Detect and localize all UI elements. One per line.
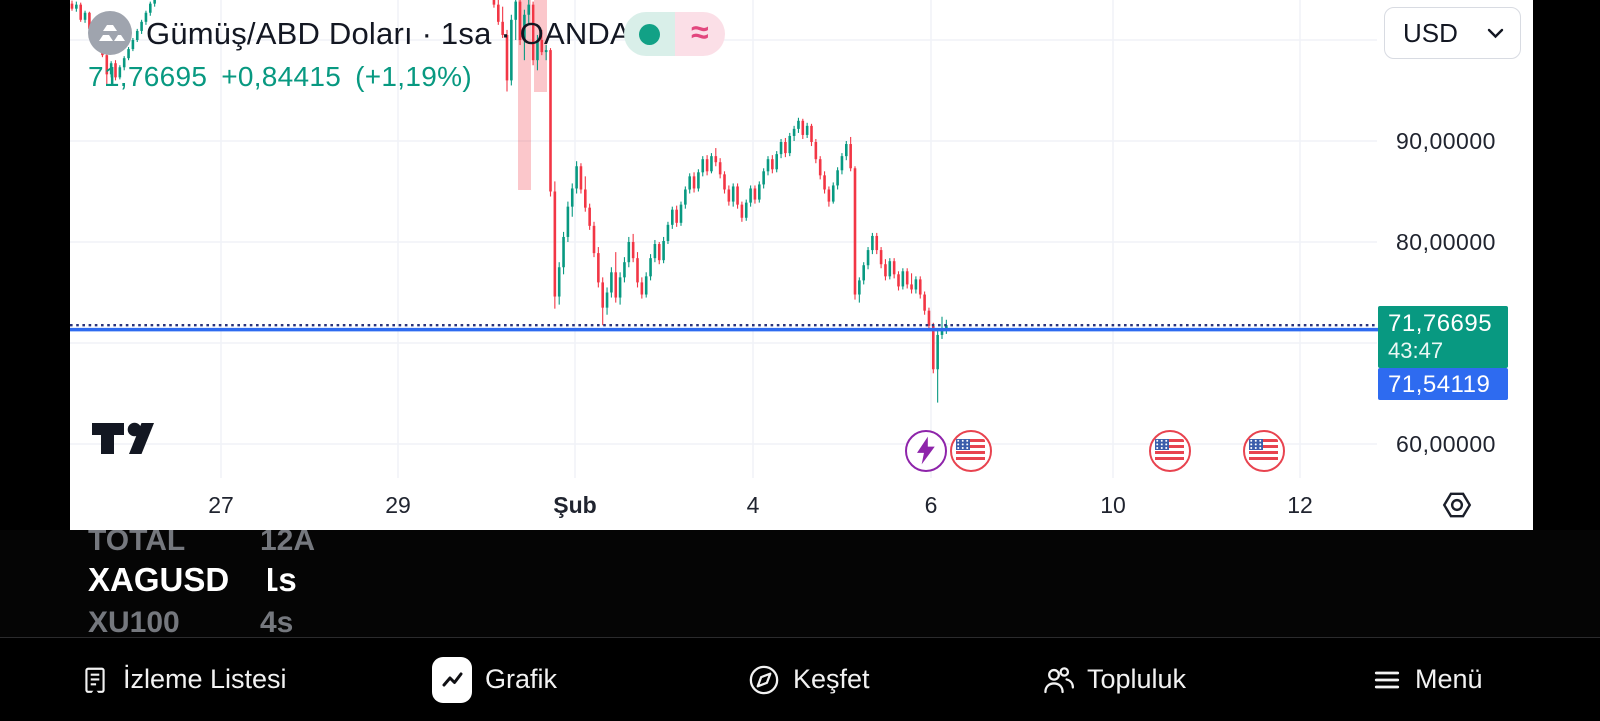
last-price: 71,76695 xyxy=(88,61,208,92)
carousel-item-current[interactable]: XAGUSD 1s xyxy=(88,561,297,599)
price-change-pct: (+1,19%) xyxy=(355,61,472,92)
watchlist-icon xyxy=(85,667,105,693)
currency-dropdown[interactable]: USD xyxy=(1384,7,1521,59)
nav-label: İzleme Listesi xyxy=(123,664,287,694)
symbol-text: XU100 xyxy=(88,606,180,637)
tradingview-logo xyxy=(92,422,154,454)
symbol-text: XAGUSD xyxy=(88,561,230,598)
horizontal-line-price-tag: 71,54119 xyxy=(1378,368,1508,400)
price-change: +0,84415 xyxy=(221,61,342,92)
timeframe-text: 4s xyxy=(260,606,294,637)
nav-watchlist[interactable]: İzleme Listesi xyxy=(80,638,287,721)
time-scale-label: 29 xyxy=(385,492,411,518)
carousel-item-prev[interactable]: TOTAL 12A xyxy=(88,530,315,558)
wave-mode-segment[interactable]: ≈ xyxy=(674,12,725,56)
price-scale-label: 90,00000 xyxy=(1396,128,1496,154)
chart-toolbar: TOTAL 12A XAGUSD 1s XU100 4s xyxy=(0,530,1600,637)
candle-mode-segment[interactable] xyxy=(624,12,675,56)
nav-label: Grafik xyxy=(485,664,558,694)
us-flag-event-icon[interactable] xyxy=(1243,430,1285,472)
bottom-navigation: İzleme Listesi Grafik Keşfet Top xyxy=(0,637,1600,720)
time-scale-label: 10 xyxy=(1100,492,1126,518)
timeframe-text: 12A xyxy=(260,530,316,557)
symbol-text: TOTAL xyxy=(88,530,186,557)
people-icon xyxy=(1044,666,1074,693)
time-scale-label: 4 xyxy=(746,492,760,518)
page-title[interactable]: Gümüş/ABD Doları · 1sa · OANDA xyxy=(146,16,631,51)
us-flag xyxy=(1155,439,1184,462)
compass-icon xyxy=(749,665,779,694)
hamburger-menu-icon xyxy=(1374,671,1400,688)
carousel-fade xyxy=(228,558,268,602)
carousel-item-next[interactable]: XU100 4s xyxy=(88,606,293,637)
time-scale-label: Şub xyxy=(553,492,597,518)
symbol-logo[interactable] xyxy=(88,11,132,55)
us-flag xyxy=(956,439,985,462)
candlestick-chart xyxy=(70,0,1378,478)
price-scale-label: 80,00000 xyxy=(1396,229,1496,255)
price-summary: 71,76695 +0,84415 (+1,19%) xyxy=(88,61,486,93)
currency-value: USD xyxy=(1403,17,1458,48)
approx-wave-icon: ≈ xyxy=(690,13,709,50)
price-scale-label: 60,00000 xyxy=(1396,431,1496,457)
horizontal-line-price: 71,54119 xyxy=(1388,371,1491,398)
nav-label: Topluluk xyxy=(1087,664,1187,694)
economic-event-lightning-icon[interactable] xyxy=(905,430,947,472)
time-scale-label: 6 xyxy=(924,492,938,518)
last-price-tag: 71,76695 43:47 xyxy=(1378,306,1508,368)
chart-tab-icon xyxy=(432,656,472,703)
last-price-value: 71,76695 xyxy=(1388,310,1493,337)
us-flag xyxy=(1249,439,1278,462)
time-scale-label: 12 xyxy=(1287,492,1313,518)
nav-explore[interactable]: Keşfet xyxy=(748,638,870,721)
us-flag-event-icon[interactable] xyxy=(950,430,992,472)
chart-style-toggle[interactable]: ≈ xyxy=(624,12,725,56)
nav-label: Keşfet xyxy=(793,664,870,694)
time-scale-label: 27 xyxy=(208,492,234,518)
bar-countdown: 43:47 xyxy=(1388,338,1444,363)
dot-icon xyxy=(638,23,660,45)
nav-menu[interactable]: Menü xyxy=(1372,638,1483,721)
nav-community[interactable]: Topluluk xyxy=(1042,638,1186,721)
nav-chart[interactable]: Grafik xyxy=(432,638,557,721)
scale-settings-icon[interactable] xyxy=(1438,488,1476,522)
us-flag-event-icon[interactable] xyxy=(1149,430,1191,472)
chevron-down-icon xyxy=(1487,28,1504,38)
nav-label: Menü xyxy=(1415,664,1483,694)
silver-ingots-icon xyxy=(99,25,125,41)
chart-panel[interactable]: 90,00000 80,00000 60,00000 27 29 Şub 4 6 10 12 7… xyxy=(70,0,1533,530)
